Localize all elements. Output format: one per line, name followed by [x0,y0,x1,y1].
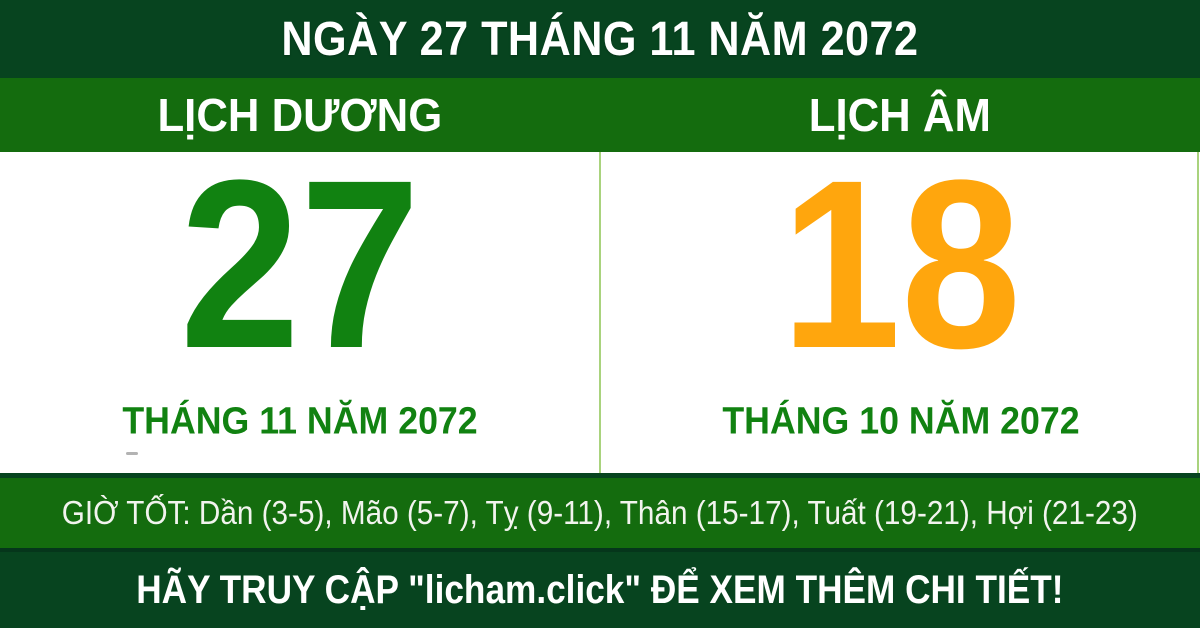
solar-calendar-header: LỊCH DƯƠNG [0,78,600,152]
lunar-calendar-header-label: LỊCH ÂM [808,89,992,141]
date-title: NGÀY 27 THÁNG 11 NĂM 2072 [281,12,919,66]
lunar-panel: 18 THÁNG 10 NĂM 2072 [601,144,1200,473]
lunar-day-number: 18 [780,130,1021,398]
footer-cta-text: HÃY TRUY CẬP "licham.click" ĐỂ XEM THÊM … [136,567,1064,612]
solar-day-number: 27 [179,130,420,398]
lunar-month-label: THÁNG 10 NĂM 2072 [721,400,1080,443]
panel-divider-line [599,152,601,473]
top-bar: NGÀY 27 THÁNG 11 NĂM 2072 [0,0,1200,78]
good-hours-text: GIỜ TỐT: Dần (3-5), Mão (5-7), Tỵ (9-11)… [61,494,1139,531]
lunar-calendar-header: LỊCH ÂM [600,78,1200,152]
footer-bar: HÃY TRUY CẬP "licham.click" ĐỂ XEM THÊM … [0,548,1200,628]
stray-mark [126,452,138,455]
right-edge-line [1197,152,1199,473]
solar-calendar-header-label: LỊCH DƯƠNG [157,89,443,141]
calendar-type-header-row: LỊCH DƯƠNG LỊCH ÂM [0,78,1200,152]
solar-panel: 27 THÁNG 11 NĂM 2072 [0,144,599,473]
calendar-panels: 27 THÁNG 11 NĂM 2072 18 THÁNG 10 NĂM 207… [0,144,1200,473]
solar-month-label: THÁNG 11 NĂM 2072 [121,400,478,443]
good-hours-bar: GIỜ TỐT: Dần (3-5), Mão (5-7), Tỵ (9-11)… [0,473,1200,548]
